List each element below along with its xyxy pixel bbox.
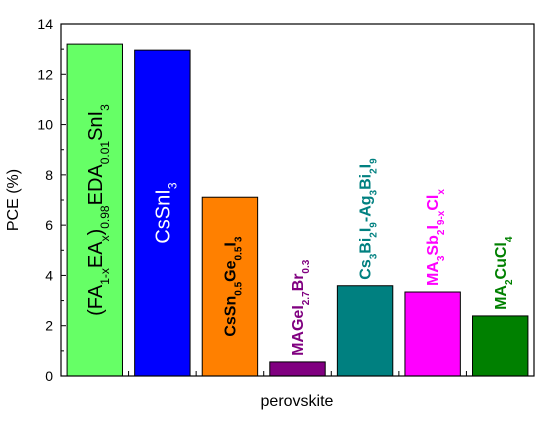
x-axis-title: perovskite [261,393,334,410]
bar [336,285,394,377]
y-tick-label: 12 [37,66,53,82]
y-axis-ticks: 0 2 4 6 8 10 12 14 [37,16,535,384]
y-tick-label: 2 [45,318,53,334]
bar [201,196,259,377]
bar-label: MA2CuCl4 [493,236,515,310]
plot-frame [60,23,535,377]
y-tick-label: 4 [45,267,53,283]
y-tick-label: 14 [37,16,53,32]
bar-label: CsSnI3 [152,182,179,243]
bar-labels: (FA1-xEAx)0.98EDA0.01SnI3 CsSnI3 CsSn0.5Ge… [85,104,515,356]
bar-label: MA3Sb2I9-xClx [425,189,447,286]
bar-label: Cs3Bi2I9-Ag3Bi2I9 [358,158,380,280]
bar [404,291,461,377]
bar-series [66,43,529,377]
bar [472,315,529,377]
y-tick-label: 8 [45,167,53,183]
y-axis-title: PCE (%) [5,169,22,231]
y-tick-label: 6 [45,217,53,233]
y-tick-label: 0 [45,368,53,384]
y-tick-label: 10 [37,117,53,133]
bar-label: (FA1-xEAx)0.98EDA0.01SnI3 [85,104,112,316]
bar [66,43,123,377]
bar-label: MAGeI2.7Br0.3 [290,259,312,356]
bar [134,49,191,377]
bar [269,361,326,377]
bar-label: CsSn0.5Ge0.5I3 [223,236,245,337]
